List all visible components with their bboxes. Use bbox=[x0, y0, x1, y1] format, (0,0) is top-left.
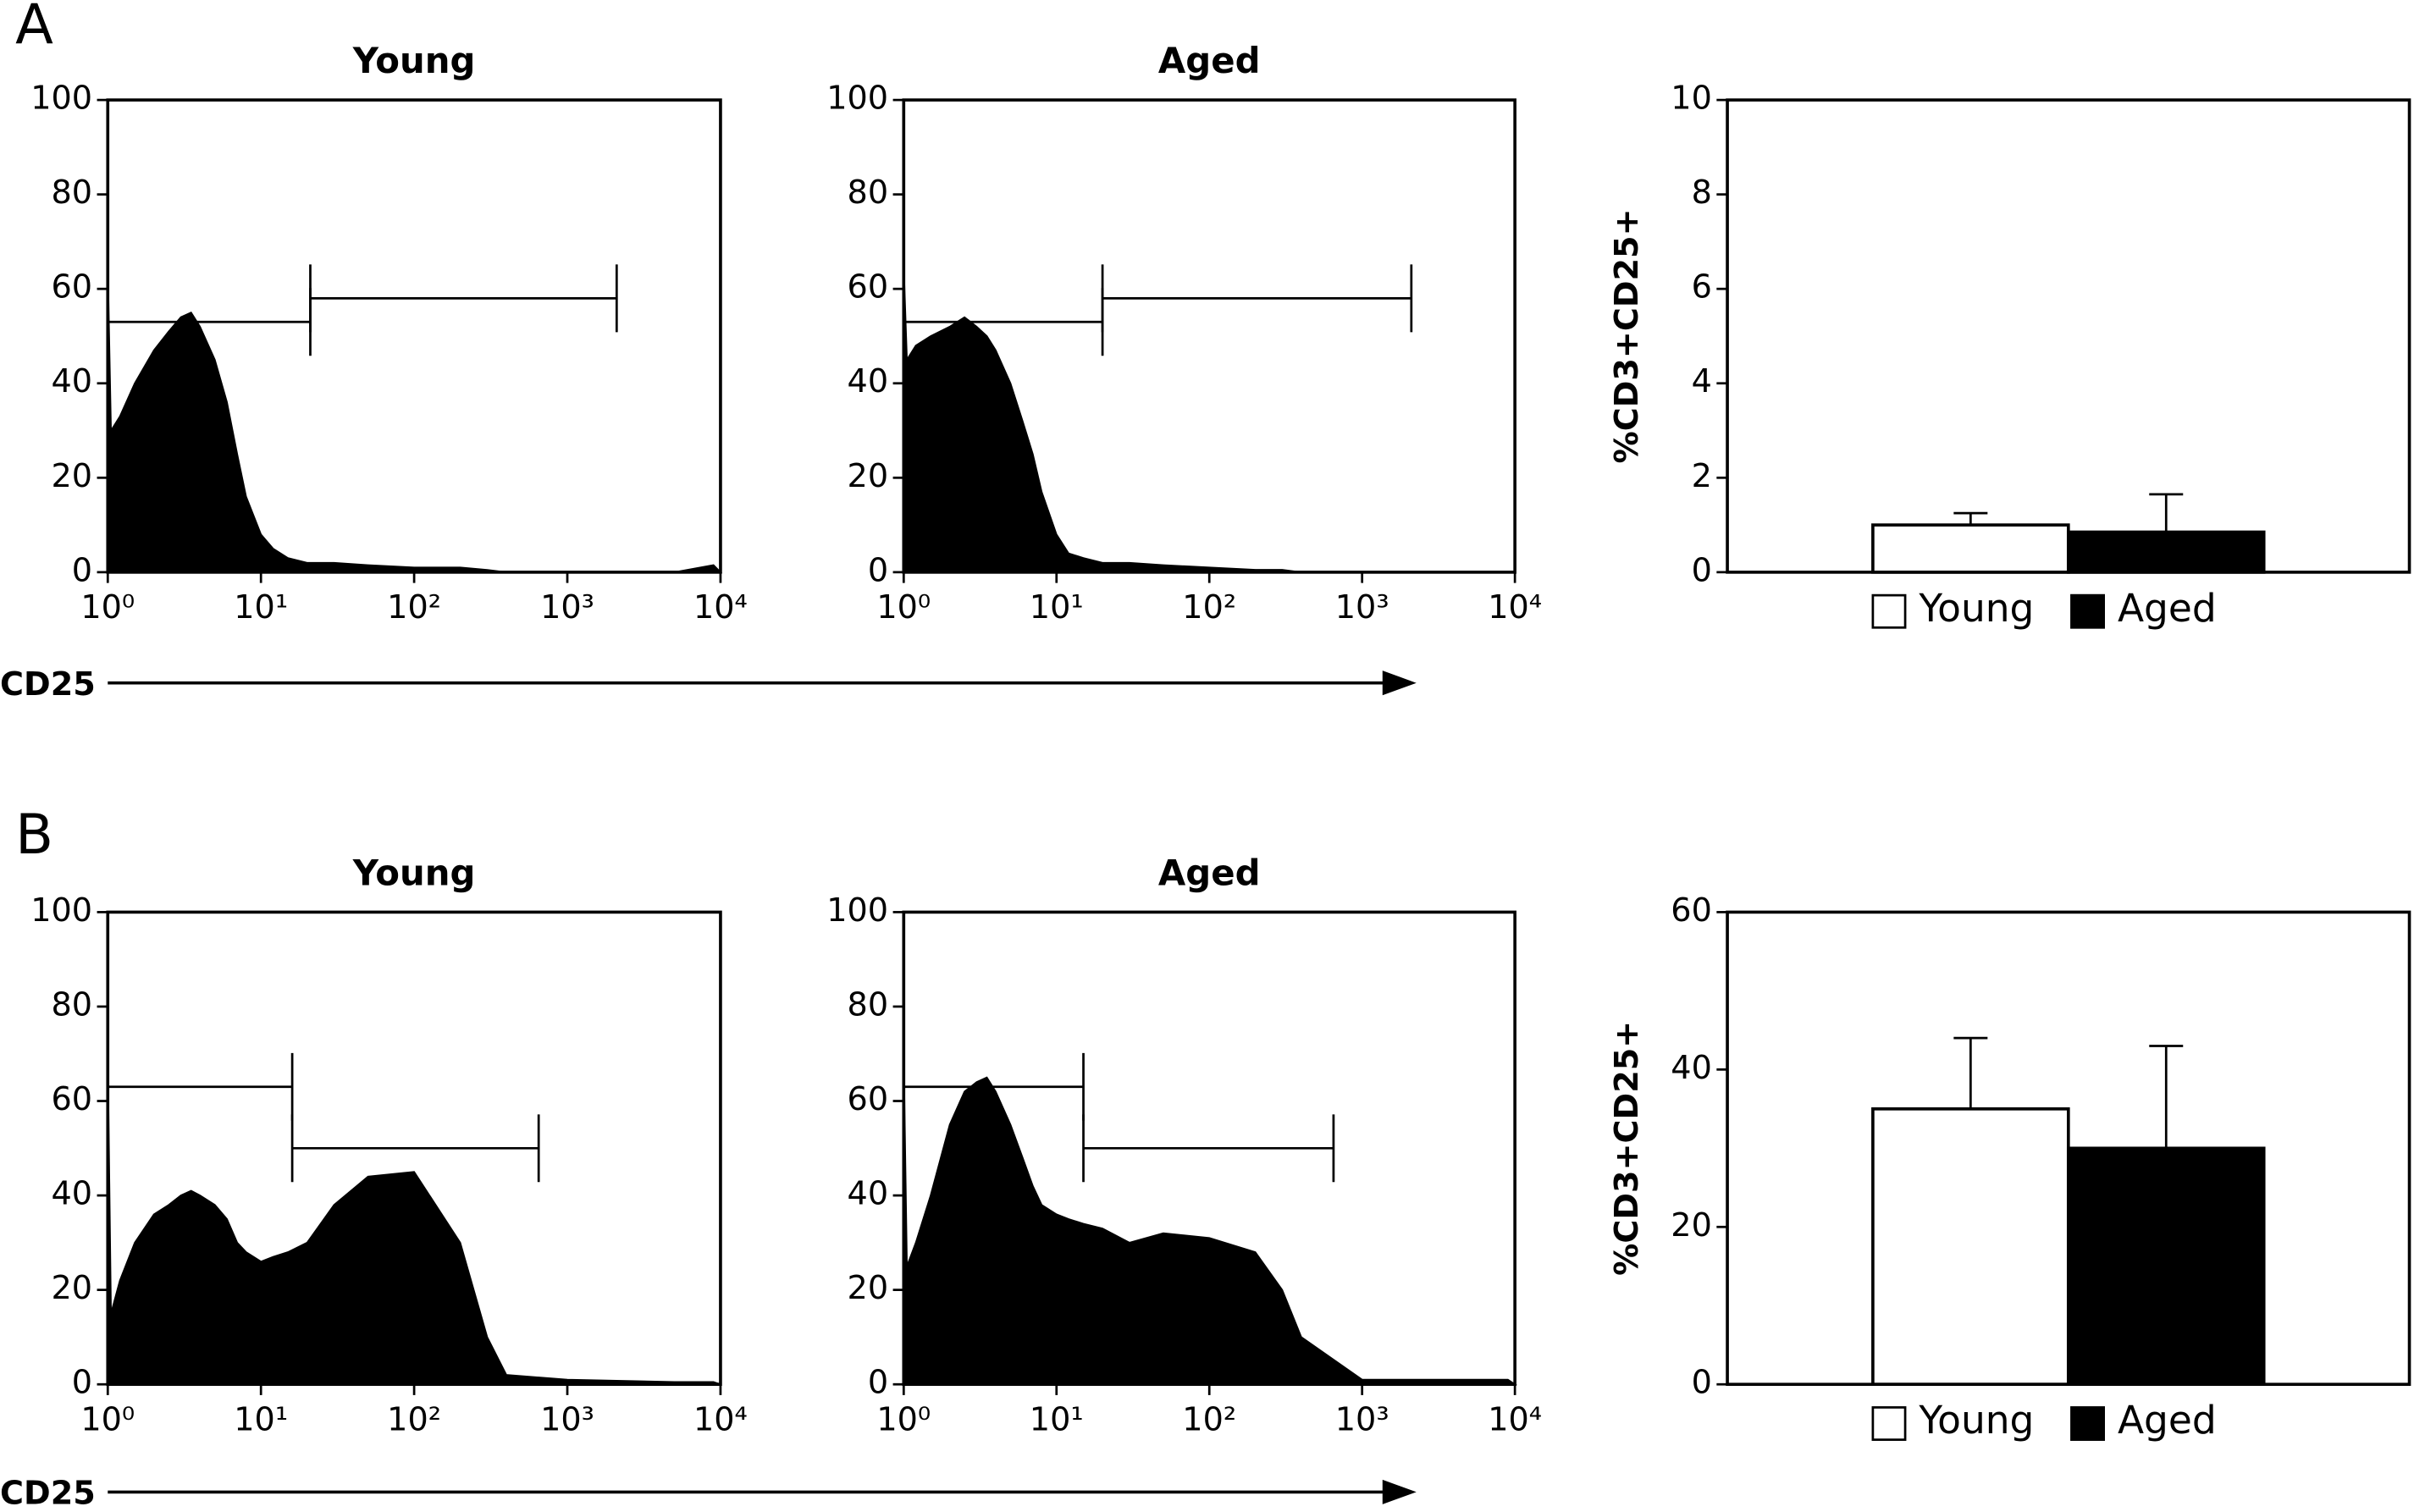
legend-swatch bbox=[2070, 593, 2105, 629]
x-tick-label: 10⁰ bbox=[876, 1400, 931, 1438]
y-axis-label: %CD3+CD25+ bbox=[1608, 208, 1645, 463]
axis-name: CD25 bbox=[0, 665, 96, 703]
y-tick-label: 20 bbox=[848, 457, 889, 494]
y-tick-label: 2 bbox=[1692, 457, 1712, 494]
y-tick-label: 80 bbox=[52, 985, 93, 1023]
y-tick-label: 40 bbox=[1671, 1049, 1712, 1086]
y-tick-label: 0 bbox=[72, 1364, 92, 1401]
x-tick-label: 10⁴ bbox=[1488, 1400, 1542, 1438]
legend-label: Young bbox=[1918, 1398, 2034, 1443]
y-tick-label: 60 bbox=[848, 1080, 889, 1117]
y-axis-label: %CD3+CD25+ bbox=[1608, 1021, 1645, 1276]
y-tick-label: 10 bbox=[1671, 80, 1712, 117]
y-tick-label: 0 bbox=[1692, 551, 1712, 588]
y-tick-label: 100 bbox=[30, 80, 92, 117]
plot-frame bbox=[1726, 910, 2411, 1387]
y-tick-label: 40 bbox=[848, 362, 889, 400]
x-tick-label: 10¹ bbox=[234, 1400, 288, 1438]
panel-label: B bbox=[15, 803, 53, 867]
legend-label: Aged bbox=[2118, 1398, 2217, 1443]
x-tick-label: 10³ bbox=[1335, 1400, 1389, 1438]
y-tick-label: 80 bbox=[52, 174, 93, 211]
plot-frame bbox=[902, 910, 1516, 1387]
x-tick-label: 10² bbox=[387, 588, 441, 626]
legend-label: Young bbox=[1918, 586, 2034, 631]
bar bbox=[2066, 530, 2266, 574]
bar bbox=[1871, 523, 2070, 574]
x-tick-label: 10³ bbox=[540, 1400, 594, 1438]
histogram bbox=[903, 1053, 1518, 1386]
arrow-head bbox=[1382, 670, 1417, 696]
x-tick-label: 10⁴ bbox=[693, 588, 748, 626]
x-tick-label: 10⁴ bbox=[1488, 588, 1542, 626]
y-tick-label: 60 bbox=[1671, 891, 1712, 929]
chart-title: Young bbox=[352, 852, 476, 893]
plot-frame bbox=[1726, 98, 2411, 574]
y-tick-label: 60 bbox=[52, 268, 93, 306]
y-tick-label: 6 bbox=[1692, 268, 1712, 306]
histogram bbox=[107, 265, 723, 573]
histogram bbox=[903, 265, 1516, 573]
legend-swatch bbox=[1871, 593, 1907, 629]
y-tick-label: 80 bbox=[848, 174, 889, 211]
y-tick-label: 40 bbox=[52, 1175, 93, 1212]
y-tick-label: 100 bbox=[826, 891, 888, 929]
plot-frame bbox=[106, 910, 722, 1387]
y-tick-label: 0 bbox=[72, 551, 92, 588]
plot-frame bbox=[106, 98, 722, 574]
x-tick-label: 10⁴ bbox=[693, 1400, 748, 1438]
panel-label: A bbox=[15, 0, 53, 57]
y-tick-label: 20 bbox=[848, 1269, 889, 1306]
legend-swatch bbox=[1871, 1406, 1907, 1441]
bar bbox=[2066, 1146, 2266, 1387]
legend-label: Aged bbox=[2118, 586, 2217, 631]
y-tick-label: 40 bbox=[848, 1175, 889, 1212]
x-tick-label: 10² bbox=[1182, 588, 1236, 626]
chart-title: Aged bbox=[1158, 40, 1261, 81]
y-tick-label: 4 bbox=[1692, 362, 1712, 400]
x-tick-label: 10⁰ bbox=[80, 1400, 135, 1438]
chart-title: Aged bbox=[1158, 852, 1261, 893]
bar bbox=[1871, 1107, 2070, 1387]
x-tick-label: 10⁰ bbox=[876, 588, 931, 626]
plot-frame bbox=[902, 98, 1516, 574]
y-tick-label: 0 bbox=[1692, 1364, 1712, 1401]
axis-name: CD25 bbox=[0, 1475, 96, 1512]
x-tick-label: 10² bbox=[1182, 1400, 1236, 1438]
arrow-head bbox=[1382, 1479, 1417, 1504]
y-tick-label: 100 bbox=[30, 891, 92, 929]
y-tick-label: 20 bbox=[1671, 1206, 1712, 1244]
y-tick-label: 60 bbox=[848, 268, 889, 306]
x-tick-label: 10¹ bbox=[1030, 588, 1084, 626]
x-tick-label: 10¹ bbox=[234, 588, 288, 626]
y-tick-label: 8 bbox=[1692, 174, 1712, 211]
x-tick-label: 10⁰ bbox=[80, 588, 135, 626]
y-tick-label: 20 bbox=[52, 457, 93, 494]
y-tick-label: 80 bbox=[848, 985, 889, 1023]
chart-title: Young bbox=[352, 40, 476, 81]
x-tick-label: 10² bbox=[387, 1400, 441, 1438]
x-tick-label: 10³ bbox=[1335, 588, 1389, 626]
y-tick-label: 0 bbox=[868, 1364, 888, 1401]
y-tick-label: 0 bbox=[868, 551, 888, 588]
x-tick-label: 10¹ bbox=[1030, 1400, 1084, 1438]
y-tick-label: 100 bbox=[826, 80, 888, 117]
x-tick-label: 10³ bbox=[540, 588, 594, 626]
legend-swatch bbox=[2070, 1406, 2105, 1441]
histogram bbox=[107, 1053, 721, 1386]
y-tick-label: 20 bbox=[52, 1269, 93, 1306]
y-tick-label: 40 bbox=[52, 362, 93, 400]
y-tick-label: 60 bbox=[52, 1080, 93, 1117]
